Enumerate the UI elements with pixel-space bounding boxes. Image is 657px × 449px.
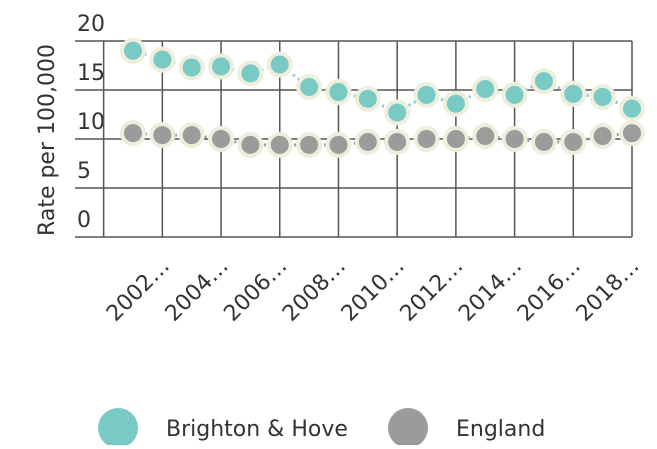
data-point bbox=[266, 51, 293, 78]
x-tick-label: 2012… bbox=[396, 254, 469, 327]
series-line bbox=[132, 49, 633, 115]
x-tick-label: 2018… bbox=[572, 254, 645, 327]
x-tick-label: 2006… bbox=[219, 254, 292, 327]
data-point bbox=[589, 123, 616, 150]
legend-label: England bbox=[456, 417, 545, 442]
data-point bbox=[530, 68, 557, 95]
data-point bbox=[354, 85, 381, 112]
data-point bbox=[413, 81, 440, 108]
data-point bbox=[384, 99, 411, 126]
y-tick-label: 15 bbox=[77, 61, 105, 86]
data-point bbox=[325, 78, 352, 105]
data-point bbox=[120, 37, 146, 64]
x-tick-label: 2016… bbox=[513, 254, 586, 327]
legend-swatch bbox=[388, 408, 428, 448]
data-point bbox=[589, 83, 616, 110]
data-point bbox=[560, 80, 587, 107]
x-tick-label: 2010… bbox=[337, 254, 410, 327]
data-point bbox=[619, 95, 645, 122]
x-tick-label: 2002… bbox=[102, 254, 175, 327]
data-point bbox=[325, 131, 352, 158]
legend-swatch bbox=[98, 408, 138, 448]
data-point bbox=[472, 76, 499, 103]
data-point bbox=[178, 122, 205, 149]
data-point bbox=[237, 131, 264, 158]
data-point bbox=[149, 122, 176, 149]
data-point bbox=[530, 128, 557, 155]
data-point bbox=[413, 126, 440, 152]
data-point bbox=[619, 120, 645, 147]
data-point bbox=[208, 126, 235, 152]
data-point bbox=[120, 120, 146, 147]
data-point bbox=[237, 60, 264, 87]
data-point bbox=[296, 74, 323, 101]
y-tick-label: 0 bbox=[77, 208, 91, 233]
data-point bbox=[384, 128, 411, 155]
x-tick-label: 2014… bbox=[454, 254, 527, 327]
y-axis-title: Rate per 100,000 bbox=[35, 44, 60, 236]
legend-label: Brighton & Hove bbox=[166, 417, 348, 442]
data-point bbox=[296, 131, 323, 158]
data-point bbox=[560, 128, 587, 155]
x-tick-label: 2004… bbox=[161, 254, 234, 327]
data-point bbox=[442, 126, 469, 152]
data-point bbox=[178, 54, 205, 81]
data-point bbox=[354, 128, 381, 155]
data-point bbox=[501, 126, 528, 152]
data-point bbox=[472, 123, 499, 150]
x-tick-label: 2008… bbox=[278, 254, 351, 327]
data-point bbox=[208, 53, 235, 80]
data-point bbox=[266, 131, 293, 158]
y-tick-label: 20 bbox=[77, 12, 105, 37]
y-tick-label: 10 bbox=[77, 110, 105, 135]
data-point bbox=[501, 81, 528, 108]
data-point bbox=[442, 90, 469, 117]
y-tick-label: 5 bbox=[77, 159, 91, 184]
data-point bbox=[149, 46, 176, 73]
